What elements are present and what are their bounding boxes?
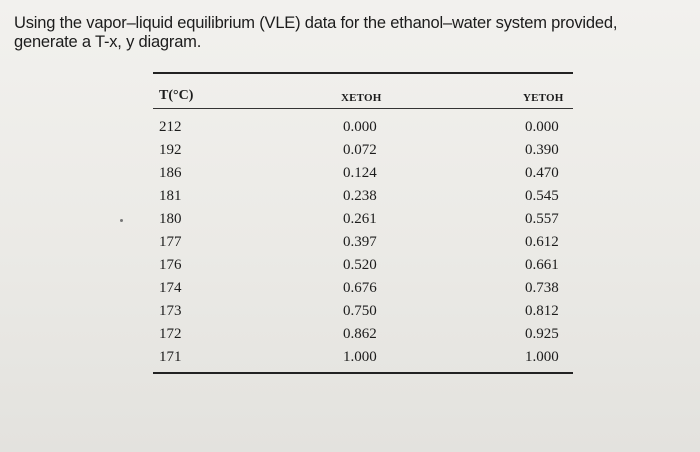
temperature-cell: 177 <box>159 234 182 250</box>
header-y-ethanol: YETOH <box>523 92 564 104</box>
temperature-cell: 186 <box>159 165 182 181</box>
x-ethanol-cell: 0.124 <box>343 165 377 181</box>
table-row: 172 0.862 0.925 <box>153 324 573 347</box>
x-ethanol-cell: 0.520 <box>343 257 377 273</box>
table-row: 192 0.072 0.390 <box>153 140 573 163</box>
x-ethanol-cell: 1.000 <box>343 349 377 365</box>
table-row: 180 0.261 0.557 <box>153 209 573 232</box>
x-ethanol-cell: 0.397 <box>343 234 377 250</box>
table-bottom-rule <box>153 372 573 374</box>
x-ethanol-cell: 0.676 <box>343 280 377 296</box>
table-row: 186 0.124 0.470 <box>153 163 573 186</box>
y-ethanol-cell: 0.000 <box>525 119 559 135</box>
y-ethanol-cell: 0.557 <box>525 211 559 227</box>
question-text: Using the vapor–liquid equilibrium (VLE)… <box>14 14 618 51</box>
header-temperature: T(°C) <box>159 88 194 103</box>
y-ethanol-cell: 0.545 <box>525 188 559 204</box>
table-row: 177 0.397 0.612 <box>153 232 573 255</box>
x-ethanol-cell: 0.261 <box>343 211 377 227</box>
table-row: 174 0.676 0.738 <box>153 278 573 301</box>
temperature-cell: 212 <box>159 119 182 135</box>
y-ethanol-cell: 0.612 <box>525 234 559 250</box>
table-row: 181 0.238 0.545 <box>153 186 573 209</box>
stray-dot <box>120 219 123 222</box>
temperature-cell: 174 <box>159 280 182 296</box>
table-row: 176 0.520 0.661 <box>153 255 573 278</box>
y-ethanol-cell: 0.661 <box>525 257 559 273</box>
table-row: 173 0.750 0.812 <box>153 301 573 324</box>
y-ethanol-cell: 0.390 <box>525 142 559 158</box>
y-ethanol-cell: 0.812 <box>525 303 559 319</box>
temperature-cell: 172 <box>159 326 182 342</box>
temperature-cell: 171 <box>159 349 182 365</box>
temperature-cell: 181 <box>159 188 182 204</box>
x-ethanol-cell: 0.238 <box>343 188 377 204</box>
header-x-ethanol: XETOH <box>341 92 382 104</box>
temperature-cell: 192 <box>159 142 182 158</box>
temperature-cell: 176 <box>159 257 182 273</box>
temperature-cell: 173 <box>159 303 182 319</box>
vle-data-table: T(°C) XETOH YETOH 212 0.000 0.000 192 0.072 0… <box>153 72 573 374</box>
table-top-rule <box>153 72 573 74</box>
x-ethanol-cell: 0.862 <box>343 326 377 342</box>
y-ethanol-cell: 0.925 <box>525 326 559 342</box>
table-row: 171 1.000 1.000 <box>153 347 573 370</box>
table-row: 212 0.000 0.000 <box>153 117 573 140</box>
x-ethanol-cell: 0.072 <box>343 142 377 158</box>
y-ethanol-cell: 0.470 <box>525 165 559 181</box>
temperature-cell: 180 <box>159 211 182 227</box>
x-ethanol-cell: 0.750 <box>343 303 377 319</box>
y-ethanol-cell: 1.000 <box>525 349 559 365</box>
table-header-rule <box>153 108 573 109</box>
x-ethanol-cell: 0.000 <box>343 119 377 135</box>
table-header-row: T(°C) XETOH YETOH <box>153 74 573 108</box>
y-ethanol-cell: 0.738 <box>525 280 559 296</box>
table-body: 212 0.000 0.000 192 0.072 0.390 186 0.124 0.470 1… <box>153 109 573 370</box>
